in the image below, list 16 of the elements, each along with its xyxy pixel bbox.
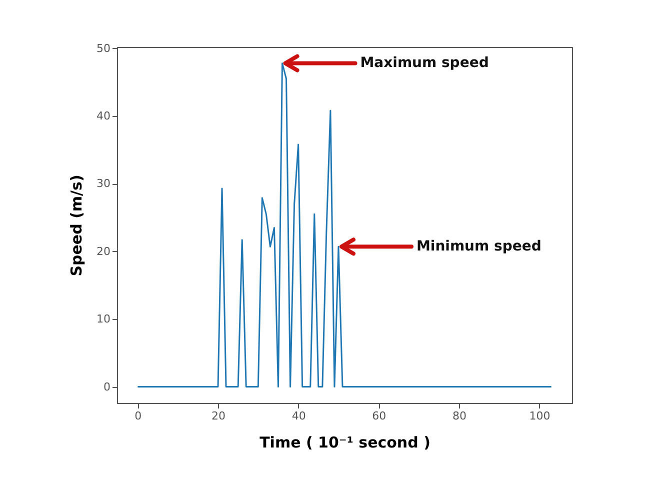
x-tick-label: 100 [529, 410, 550, 422]
y-tick-label: 0 [104, 380, 110, 394]
y-axis-title: Speed (m/s) [68, 174, 86, 276]
x-tick-label: 20 [212, 410, 226, 422]
annotation: Maximum speed [360, 55, 489, 72]
x-axis-title: Time ( 10⁻¹ second ) [260, 434, 430, 452]
x-tick-label: 60 [372, 410, 386, 422]
x-tick-label: 40 [292, 410, 306, 422]
y-tick-label: 50 [96, 42, 110, 55]
x-tick-label: 0 [134, 410, 142, 422]
x-tick-label: 80 [452, 410, 466, 422]
y-tick-label: 10 [96, 312, 110, 326]
y-tick-label: 20 [96, 244, 110, 258]
annotation: Minimum speed [416, 238, 542, 255]
y-tick-label: 40 [96, 110, 110, 123]
y-tick-label: 30 [96, 177, 110, 190]
